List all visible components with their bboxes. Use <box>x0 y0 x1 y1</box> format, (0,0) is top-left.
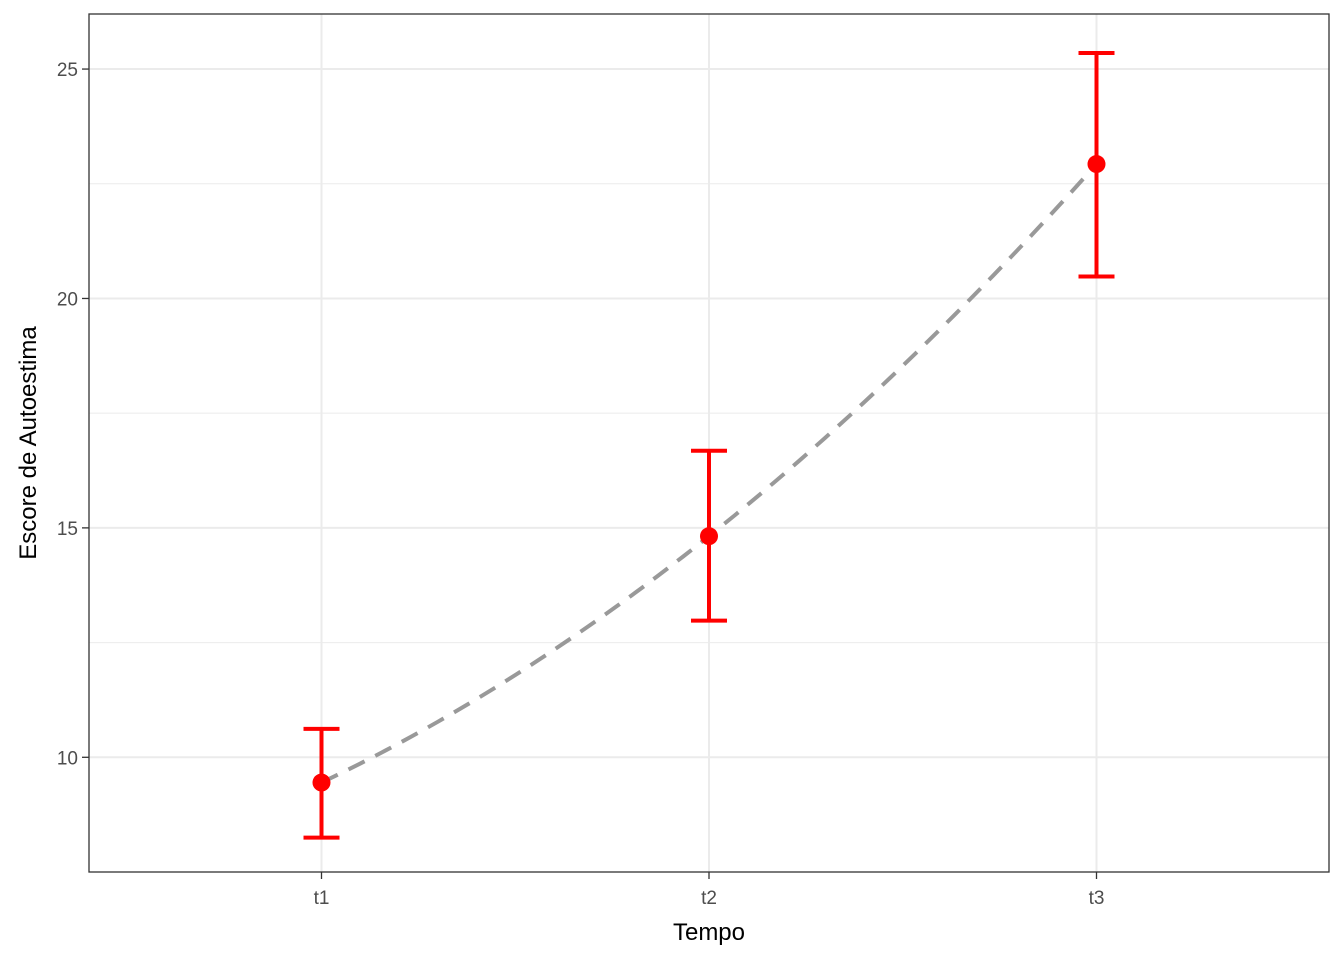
y-tick-label: 20 <box>57 289 78 310</box>
x-tick-label: t3 <box>1089 888 1105 909</box>
data-points <box>312 155 1106 792</box>
data-point <box>312 773 331 792</box>
data-point <box>700 527 718 546</box>
x-axis: t1 t2 t3 <box>314 872 1105 909</box>
y-axis: 10 15 20 25 <box>57 60 89 769</box>
data-point <box>1087 155 1106 174</box>
plot-panel <box>88 13 1330 873</box>
y-tick-label: 10 <box>57 748 78 769</box>
y-tick-label: 15 <box>57 519 78 540</box>
y-axis-title: Escore de Autoestima <box>15 326 42 560</box>
x-axis-title: Tempo <box>673 919 745 946</box>
x-tick-label: t1 <box>314 888 330 909</box>
x-tick-label: t2 <box>701 888 717 909</box>
y-tick-label: 25 <box>57 60 78 81</box>
